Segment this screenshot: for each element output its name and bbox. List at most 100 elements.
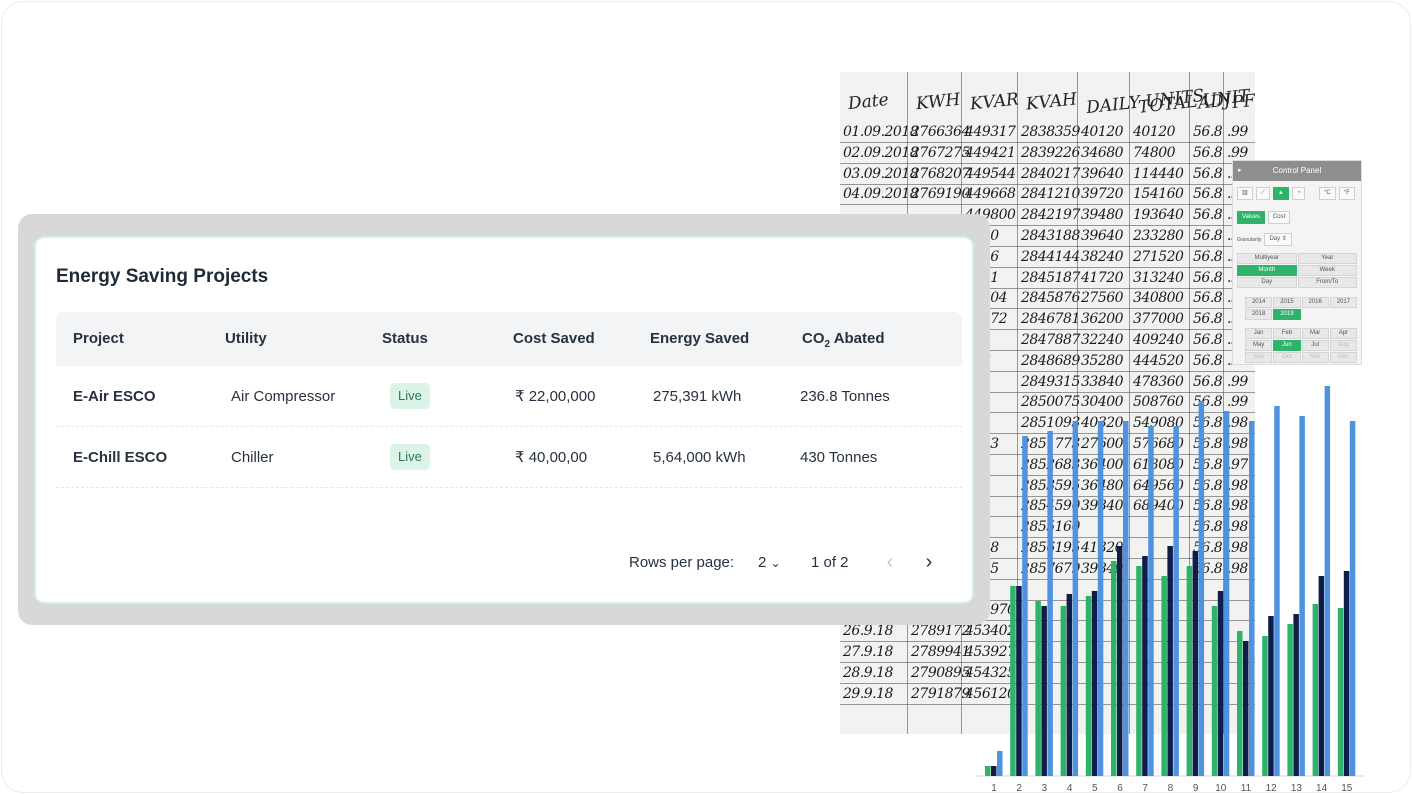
ledger-header: KWH (915, 90, 961, 115)
cell-utility: Air Compressor (231, 366, 335, 427)
period-multiyear[interactable]: Multiyear (1237, 253, 1297, 264)
month-apr[interactable]: Apr (1330, 328, 1357, 339)
period-day[interactable]: Day (1237, 277, 1297, 288)
cell-project: E-Chill ESCO (73, 427, 167, 488)
bar (1111, 561, 1117, 776)
ledger-cell: 40120 (1081, 124, 1123, 140)
period-week[interactable]: Week (1298, 265, 1358, 276)
x-tick-label: 8 (1168, 783, 1174, 794)
bar (1237, 631, 1243, 776)
bar (1262, 636, 1268, 776)
ledger-cell: 32240 (1081, 332, 1123, 348)
col-cost-saved[interactable]: Cost Saved (513, 312, 595, 366)
ledger-cell: 2840217 (1021, 166, 1080, 182)
granularity-select[interactable]: Day ⇕ (1264, 233, 1291, 246)
table-header: Project Utility Status Cost Saved Energy… (56, 312, 962, 366)
month-aug[interactable]: Aug (1330, 340, 1357, 351)
cell-energy-saved: 275,391 kWh (653, 366, 741, 427)
month-jun[interactable]: Jun (1273, 340, 1300, 351)
ledger-cell: 28.9.18 (843, 665, 893, 681)
ledger-cell: 193640 (1133, 207, 1183, 223)
pie-chart-icon[interactable]: ◔ (1292, 187, 1306, 200)
ledger-cell: 39640 (1081, 166, 1123, 182)
bar (1142, 556, 1148, 776)
ledger-cell: 35280 (1081, 353, 1123, 369)
year-2015[interactable]: 2015 (1273, 297, 1300, 308)
month-nov[interactable]: Nov (1302, 352, 1329, 363)
next-page-button[interactable]: › (916, 549, 942, 575)
rows-per-page-value: 2 (758, 554, 766, 571)
cost-button[interactable]: Cost (1268, 211, 1290, 224)
col-utility[interactable]: Utility (225, 312, 267, 366)
year-2019[interactable]: 2019 (1273, 309, 1300, 320)
cell-cost-saved: ₹ 40,00,00 (515, 427, 587, 488)
area-chart-icon[interactable]: ▲ (1273, 187, 1289, 200)
values-button[interactable]: Values (1237, 211, 1265, 224)
ledger-cell: 56.8 (1193, 270, 1222, 286)
rows-per-page-select[interactable]: 2 ⌄ (758, 554, 781, 571)
ledger-cell: 56.8 (1193, 207, 1222, 223)
year-2017[interactable]: 2017 (1330, 297, 1357, 308)
ledger-cell: 56.8 (1193, 166, 1222, 182)
bar-chart-icon[interactable]: ▥ (1237, 187, 1253, 200)
cell-co2-abated: 236.8 Tonnes (800, 366, 890, 427)
card-title: Energy Saving Projects (56, 266, 268, 288)
col-co2-abated[interactable]: CO2 Abated (802, 312, 885, 372)
col-project[interactable]: Project (73, 312, 124, 366)
bar (1061, 606, 1067, 776)
bar (1299, 416, 1305, 776)
unit-toggle: °C °F (1319, 187, 1355, 200)
bar (1041, 606, 1047, 776)
ledger-cell: 444520 (1133, 353, 1183, 369)
month-jul[interactable]: Jul (1302, 340, 1329, 351)
ledger-cell: 40120 (1133, 124, 1175, 140)
ledger-cell: 39720 (1081, 186, 1123, 202)
bar (1319, 576, 1325, 776)
ledger-cell: 449544 (965, 166, 1015, 182)
table-row[interactable]: E-Chill ESCO Chiller Live ₹ 40,00,00 5,6… (56, 427, 962, 488)
x-tick-label: 4 (1067, 783, 1073, 794)
month-jan[interactable]: Jan (1245, 328, 1272, 339)
energy-projects-card: Energy Saving Projects Project Utility S… (34, 236, 974, 604)
ledger-cell: 56.8 (1193, 332, 1222, 348)
unit-celsius[interactable]: °C (1319, 187, 1336, 200)
bar (1123, 421, 1129, 776)
month-sep[interactable]: Sep (1245, 352, 1272, 363)
bar (1313, 604, 1319, 776)
x-tick-label: 15 (1341, 783, 1353, 794)
bar (1010, 586, 1016, 776)
month-oct[interactable]: Oct (1273, 352, 1300, 363)
bar (997, 751, 1003, 776)
year-2018[interactable]: 2018 (1245, 309, 1272, 320)
period-from-to[interactable]: From/To (1298, 277, 1358, 288)
x-tick-label: 11 (1241, 783, 1252, 794)
bar (1243, 641, 1249, 776)
bar (1173, 426, 1179, 776)
month-feb[interactable]: Feb (1273, 328, 1300, 339)
month-may[interactable]: May (1245, 340, 1272, 351)
unit-fahrenheit[interactable]: °F (1339, 187, 1355, 200)
ledger-cell: 56.8 (1193, 249, 1222, 265)
year-2016[interactable]: 2016 (1302, 297, 1329, 308)
year-2014[interactable]: 2014 (1245, 297, 1272, 308)
bar (1224, 411, 1230, 776)
period-year[interactable]: Year (1298, 253, 1358, 264)
col-energy-saved[interactable]: Energy Saved (650, 312, 749, 366)
period-month[interactable]: Month (1237, 265, 1297, 276)
month-dec[interactable]: Dec (1330, 352, 1357, 363)
x-tick-label: 13 (1291, 783, 1303, 794)
cell-co2-abated: 430 Tonnes (800, 427, 877, 488)
table-row[interactable]: E-Air ESCO Air Compressor Live ₹ 22,00,0… (56, 366, 962, 427)
ledger-cell: 2846781 (1021, 311, 1080, 327)
line-chart-icon[interactable]: ⟋ (1256, 187, 1270, 200)
previous-page-button[interactable]: ‹ (877, 549, 903, 575)
bar (1098, 421, 1104, 776)
ledger-cell: 2848689 (1021, 353, 1080, 369)
collapse-icon[interactable]: ▸ (1238, 161, 1242, 181)
bar (1035, 601, 1041, 776)
ledger-rule (840, 204, 1255, 205)
col-status[interactable]: Status (382, 312, 428, 366)
ledger-cell: 39640 (1081, 228, 1123, 244)
month-mar[interactable]: Mar (1302, 328, 1329, 339)
status-badge: Live (390, 444, 430, 470)
